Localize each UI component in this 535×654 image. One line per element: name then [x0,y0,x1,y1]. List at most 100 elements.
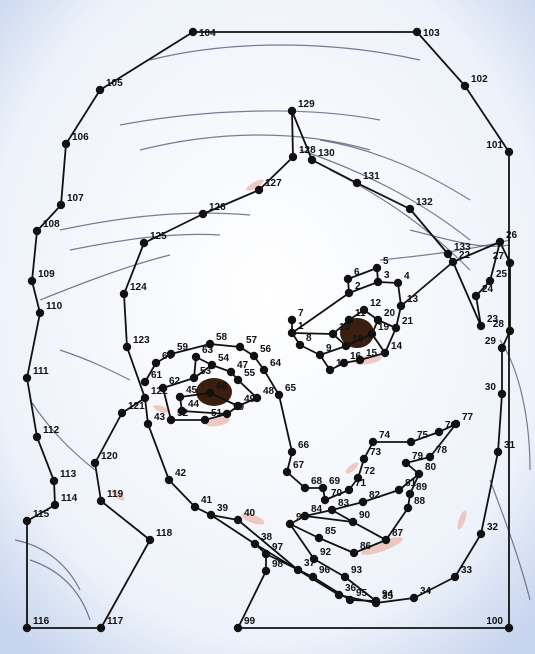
landmark-point-77 [451,419,461,429]
landmark-label-21: 21 [402,316,414,327]
landmark-edge-45-46 [179,392,211,398]
landmark-edge-120-121 [94,412,123,464]
landmark-edge-22-26 [452,241,501,263]
landmark-edge-42-43 [147,423,170,481]
landmark-point-53 [189,373,199,383]
landmark-point-132 [405,204,415,214]
landmark-label-100: 100 [486,616,503,627]
landmark-edge-26-25 [489,241,501,282]
landmark-edge-96-97 [265,553,314,578]
landmark-label-112: 112 [43,425,60,436]
landmark-point-87 [381,535,391,545]
landmark-point-16 [339,358,349,368]
landmark-point-90 [348,517,358,527]
landmark-label-94: 94 [382,589,394,600]
landmark-point-89 [405,489,415,499]
landmark-edge-105-106 [65,89,101,145]
landmark-point-14 [380,348,390,358]
blush-marks [111,179,467,555]
landmark-edge-110-111 [26,312,41,379]
landmark-label-13: 13 [407,294,419,305]
landmark-edge-126-127 [202,189,260,215]
landmark-edge-18-19 [345,333,373,347]
landmark-point-2 [344,288,354,298]
landmark-label-57: 57 [246,335,258,346]
landmark-edge-112-113 [36,436,55,482]
landmark-label-56: 56 [260,344,272,355]
landmark-label-10: 10 [339,322,351,333]
landmark-label-127: 127 [265,178,282,189]
landmark-label-44: 44 [188,399,200,410]
landmark-label-72: 72 [364,466,376,477]
landmark-edge-106-107 [60,143,67,206]
landmark-point-79 [401,458,411,468]
landmark-edge-36-37 [297,569,340,596]
landmark-point-114 [50,500,60,510]
landmark-edge-2-1 [291,292,350,334]
landmark-label-19: 19 [378,322,390,333]
landmark-label-129: 129 [298,99,315,110]
landmark-point-1 [287,328,297,338]
landmark-label-111: 111 [33,366,49,377]
landmark-point-55 [233,375,243,385]
landmark-point-88 [403,503,413,513]
landmark-label-91: 91 [296,512,308,523]
landmark-edge-81-82 [362,489,400,503]
landmark-edge-94-95 [349,599,377,602]
landmark-point-117 [96,623,106,633]
landmark-edge-132-133 [409,208,449,255]
landmark-edge-75-76 [410,431,440,443]
landmark-point-6 [343,274,353,284]
landmark-point-13 [396,301,406,311]
landmark-label-108: 108 [43,219,60,230]
landmark-edge-39-40 [210,514,239,521]
landmark-label-41: 41 [201,495,213,506]
landmark-point-57 [235,342,245,352]
landmark-label-7: 7 [298,308,304,319]
landmark-label-29: 29 [485,336,497,347]
landmark-label-113: 113 [60,469,77,480]
landmark-point-37 [293,565,303,575]
landmark-point-133 [443,249,453,259]
landmark-point-19 [367,329,377,339]
landmark-edge-107-108 [36,204,62,232]
landmark-edge-103-102 [416,31,466,87]
landmark-point-70 [320,495,330,505]
landmark-label-18: 18 [352,334,364,345]
landmark-point-8 [295,340,305,350]
landmark-label-88: 88 [414,496,426,507]
landmark-label-69: 69 [329,476,341,487]
landmark-point-29 [497,343,507,353]
landmark-label-131: 131 [363,171,380,182]
landmark-point-100 [504,623,514,633]
landmark-point-22 [448,257,458,267]
landmark-edge-31-32 [480,451,499,535]
landmark-label-73: 73 [370,447,382,458]
landmark-edge-104-105 [99,31,194,91]
landmark-point-120 [90,458,100,468]
landmark-point-115 [22,516,32,526]
landmark-point-93 [340,572,350,582]
landmark-point-74 [368,437,378,447]
landmark-edge-22-13 [400,261,454,307]
landmark-point-41 [190,502,200,512]
landmark-edge-84-90 [304,515,354,523]
landmark-point-84 [300,511,310,521]
landmark-point-48 [252,393,262,403]
landmark-label-35: 35 [382,591,394,602]
landmark-edge-40-37 [237,519,299,571]
landmark-point-121 [117,408,127,418]
landmark-point-65 [274,390,284,400]
landmark-label-36: 36 [345,583,357,594]
landmark-label-28: 28 [493,319,505,330]
landmark-edge-22-23 [452,261,482,327]
landmark-edge-93-94 [344,576,377,602]
landmark-label-116: 116 [33,616,50,627]
landmark-label-126: 126 [209,202,226,213]
landmark-edge-87-88 [385,507,409,541]
landmark-label-92: 92 [320,547,332,558]
landmark-point-26 [495,237,505,247]
landmark-label-14: 14 [391,341,403,352]
landmark-point-20 [373,315,383,325]
